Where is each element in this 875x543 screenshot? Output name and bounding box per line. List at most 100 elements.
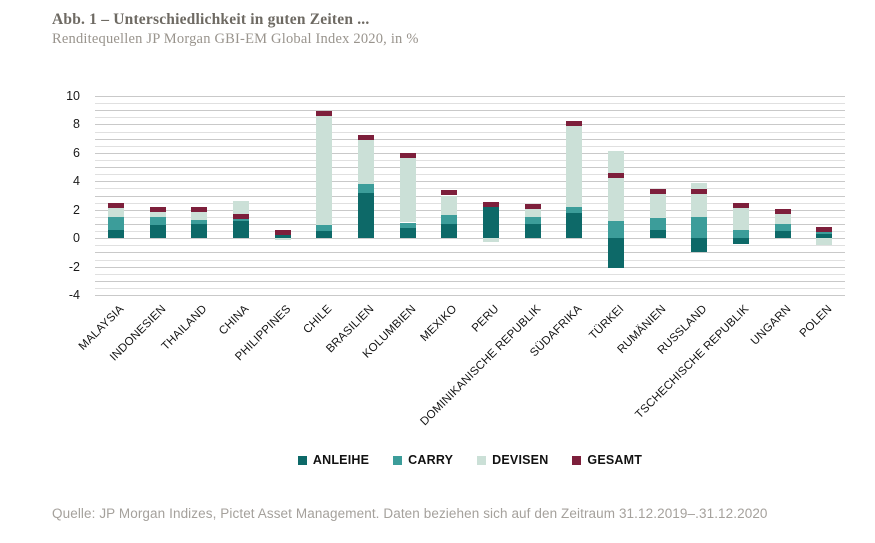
x-axis-label: TSCHECHISCHE REPUBLIK xyxy=(633,303,752,422)
bar-segment-carry xyxy=(732,229,749,239)
bar-segment-anleihe xyxy=(732,238,749,244)
x-axis-label: POLEN xyxy=(797,303,835,340)
x-axis-label: RUMÄNIEN xyxy=(614,303,668,356)
gridline xyxy=(95,103,845,105)
gridline xyxy=(95,223,845,225)
bar-segment-devisen xyxy=(649,194,666,219)
gridline xyxy=(95,117,845,119)
gridline xyxy=(95,152,845,154)
bar-segment-devisen xyxy=(566,125,583,207)
bar-segment-anleihe xyxy=(816,233,833,239)
bar-segment-carry xyxy=(191,219,208,224)
y-axis-label: 2 xyxy=(73,202,80,217)
y-axis-label: 10 xyxy=(66,89,80,103)
gesamt-marker xyxy=(774,208,791,214)
figure-subtitle: Renditequellen JP Morgan GBI-EM Global I… xyxy=(52,31,419,47)
gridline xyxy=(95,124,845,126)
bar-segment-carry xyxy=(691,216,708,239)
bar-segment-devisen xyxy=(357,138,374,185)
bar-segment-devisen xyxy=(482,238,499,243)
gridline xyxy=(95,295,845,296)
source-note: Quelle: JP Morgan Indizes, Pictet Asset … xyxy=(52,506,768,521)
gesamt-marker xyxy=(732,203,749,208)
legend-item-anleihe: ANLEIHE xyxy=(297,453,370,467)
gridline xyxy=(95,195,845,197)
gesamt-marker xyxy=(441,190,458,196)
gesamt-marker xyxy=(149,207,166,213)
x-axis-label: KOLUMBIEN xyxy=(360,303,418,361)
bar-segment-carry xyxy=(441,215,458,224)
bar-segment-carry xyxy=(816,231,833,234)
gridline xyxy=(95,188,845,190)
figure-title: Abb. 1 – Unterschiedlichkeit in guten Ze… xyxy=(52,11,370,28)
bar-segment-devisen xyxy=(191,211,208,220)
gridline xyxy=(95,287,845,289)
gesamt-marker xyxy=(816,227,833,233)
bar-segment-devisen xyxy=(107,206,124,217)
gridline xyxy=(95,266,845,268)
legend-swatch-devisen xyxy=(477,455,487,465)
gridline xyxy=(95,252,845,254)
bar-segment-carry xyxy=(524,216,541,224)
bar-segment-carry xyxy=(649,218,666,230)
x-axis-label: INDONESIEN xyxy=(107,303,168,364)
gridline xyxy=(95,181,845,183)
x-axis-label: DOMINIKANISCHE REPUBLIK xyxy=(417,303,543,429)
bar-segment-anleihe xyxy=(774,231,791,239)
bar-segment-carry xyxy=(566,206,583,213)
bar-segment-carry xyxy=(107,216,124,230)
gridline xyxy=(95,202,845,204)
gridline xyxy=(95,231,845,232)
bar-segment-carry xyxy=(607,221,624,239)
bar-segment-anleihe xyxy=(274,235,291,239)
bar-segment-anleihe xyxy=(232,221,249,239)
bar-segment-anleihe xyxy=(566,212,583,239)
gesamt-marker xyxy=(399,153,416,159)
gridline xyxy=(95,160,845,161)
gesamt-marker xyxy=(357,134,374,140)
gridline xyxy=(95,238,845,240)
y-axis-label: 8 xyxy=(73,117,80,132)
bar-segment-devisen xyxy=(607,151,624,222)
bar-segment-carry xyxy=(316,225,333,231)
gridline xyxy=(95,216,845,218)
y-axis-label: 0 xyxy=(73,231,80,246)
bar-segment-anleihe xyxy=(191,223,208,239)
y-axis-label: 4 xyxy=(73,174,80,189)
bar-segment-anleihe xyxy=(149,225,166,239)
gesamt-marker xyxy=(274,230,291,235)
legend-swatch-carry xyxy=(393,455,403,465)
gesamt-marker xyxy=(566,120,583,126)
bar-segment-carry xyxy=(149,216,166,226)
y-axis-label: 6 xyxy=(73,145,80,160)
legend-swatch-anleihe xyxy=(297,455,307,465)
legend-label-anleihe: ANLEIHE xyxy=(312,453,370,467)
bar-segment-devisen xyxy=(232,201,249,219)
gesamt-marker xyxy=(607,173,624,179)
bar-segment-anleihe xyxy=(399,228,416,239)
gesamt-marker xyxy=(316,110,333,116)
chart-plot xyxy=(95,96,845,296)
bar-segment-devisen xyxy=(441,195,458,216)
bar-segment-devisen xyxy=(732,206,749,230)
legend-item-carry: CARRY xyxy=(393,453,453,467)
gridline xyxy=(95,273,845,275)
legend-swatch-gesamt xyxy=(572,455,582,465)
gridline xyxy=(95,145,845,147)
bar-segment-devisen xyxy=(399,155,416,223)
gridline xyxy=(95,96,845,97)
bar-segment-devisen xyxy=(149,211,166,217)
legend-item-devisen: DEVISEN xyxy=(477,453,548,467)
gesamt-marker xyxy=(232,214,249,220)
gesamt-marker xyxy=(524,204,541,210)
gesamt-marker xyxy=(482,201,499,207)
bar-segment-devisen xyxy=(316,113,333,226)
y-axis-label: -2 xyxy=(68,259,80,274)
bar-segment-anleihe xyxy=(107,229,124,239)
bar-segment-devisen xyxy=(274,238,291,241)
bar-segment-anleihe xyxy=(357,192,374,239)
bar-segment-carry xyxy=(232,218,249,221)
gridline xyxy=(95,138,845,140)
gesamt-marker xyxy=(649,188,666,194)
